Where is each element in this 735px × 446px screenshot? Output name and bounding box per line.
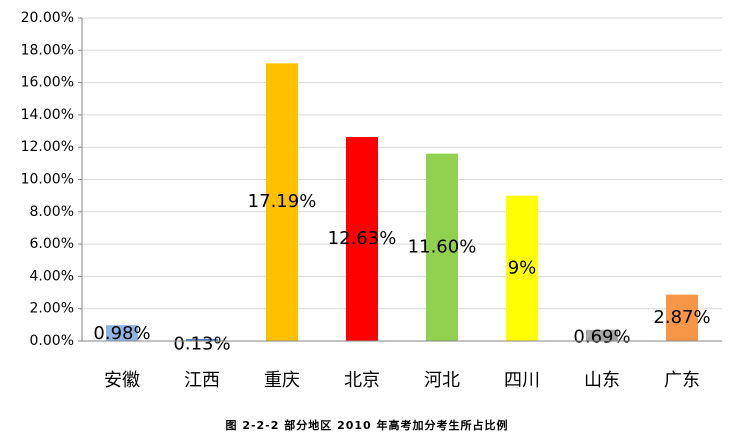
bar — [506, 195, 538, 341]
y-tick-label: 20.00% — [21, 10, 74, 26]
x-tick-label: 山东 — [584, 370, 620, 391]
bar — [426, 153, 458, 341]
y-tick-label: 6.00% — [30, 236, 74, 252]
bar — [106, 325, 138, 341]
chart-caption: 图 2-2-2 部分地区 2010 年高考加分考生所占比例 — [225, 418, 508, 432]
x-tick-label: 重庆 — [264, 370, 300, 391]
x-tick-label: 广东 — [664, 370, 700, 391]
value-label: 9% — [508, 257, 537, 278]
x-tick-label: 江西 — [184, 370, 220, 391]
y-tick-label: 10.00% — [21, 172, 74, 188]
bar — [666, 294, 698, 341]
y-tick-label: 2.00% — [30, 301, 74, 317]
y-tick-label: 18.00% — [21, 42, 74, 58]
x-tick-label: 四川 — [504, 370, 540, 391]
value-label: 0.69% — [573, 327, 630, 348]
value-label: 0.98% — [93, 323, 150, 344]
value-label: 11.60% — [408, 236, 477, 257]
bar — [346, 137, 378, 341]
bar — [186, 338, 218, 341]
value-label: 17.19% — [248, 191, 317, 212]
y-tick-label: 0.00% — [30, 333, 74, 349]
value-label: 0.13% — [173, 333, 230, 354]
value-label: 2.87% — [653, 307, 710, 328]
value-label: 12.63% — [328, 228, 397, 249]
bar — [266, 63, 298, 341]
x-tick-label: 河北 — [424, 370, 460, 391]
y-tick-label: 8.00% — [30, 204, 74, 220]
y-tick-label: 16.00% — [21, 75, 74, 91]
x-tick-label: 北京 — [344, 370, 380, 391]
y-tick-label: 12.00% — [21, 139, 74, 155]
y-tick-label: 14.00% — [21, 107, 74, 123]
x-tick-label: 安徽 — [104, 370, 140, 391]
y-tick-label: 4.00% — [30, 268, 74, 284]
bar — [586, 329, 618, 341]
